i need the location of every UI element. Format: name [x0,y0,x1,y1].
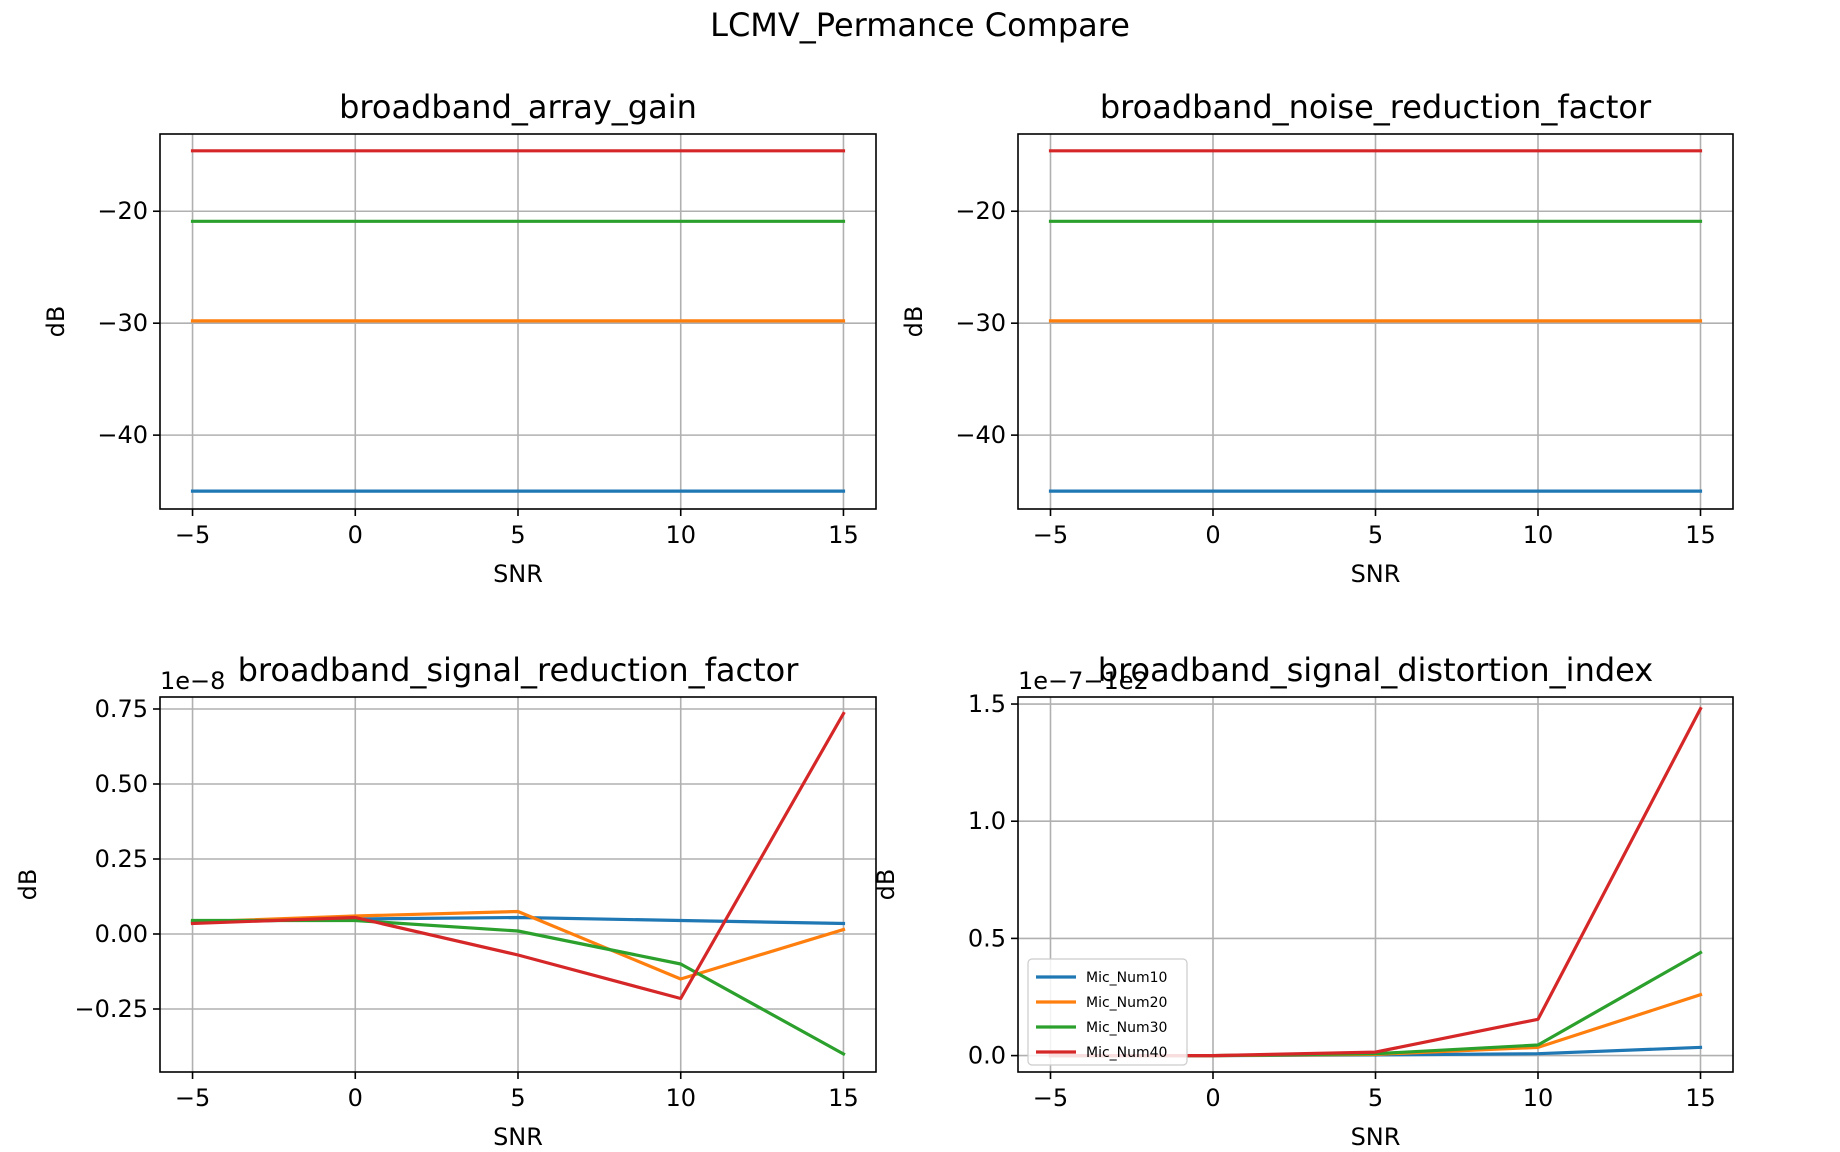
subplot-title: broadband_array_gain [339,88,697,126]
x-tick-label: 5 [1368,521,1383,549]
x-tick-label: 15 [828,1084,859,1112]
x-tick-label: 10 [1523,1084,1554,1112]
subplot-title: broadband_signal_distortion_index [1098,651,1653,689]
series-lines [1048,149,1703,493]
subplot-noise-reduction: −5 0 5 10 15 −40 −30 −20 SNR dB broadband_noise_re… [900,88,1734,588]
subplot-signal-reduction: −5 0 5 10 15 −0.25 0.00 0.25 0.50 0.75 SNR dB 1e−8 br… [14,651,877,1151]
y-axis-label: dB [900,306,928,338]
gridlines [160,697,876,1072]
x-tick-label: 15 [1685,521,1716,549]
y-tick-label: 0.25 [95,845,148,873]
axis-offset-text: 1e−7−1e2 [1018,667,1149,695]
y-tick-label: 0.50 [95,770,148,798]
x-tick-label: 0 [348,521,363,549]
legend-entry: Mic_Num20 [1086,995,1167,1011]
x-tick-label: 0 [348,1084,363,1112]
x-tick-label: 5 [510,521,525,549]
y-tick-label: −40 [97,421,148,449]
x-tick-label: 10 [665,521,696,549]
y-tick-label: −30 [955,309,1006,337]
x-tick-label: −5 [1033,521,1068,549]
y-tick-label: 0.75 [95,695,148,723]
x-axis-label: SNR [1351,560,1401,588]
y-tick-label: 1.0 [968,807,1006,835]
y-axis-label: dB [14,869,42,901]
series-line-mic-num40 [190,711,846,1001]
y-tick-label: −0.25 [74,995,148,1023]
series-lines [190,149,846,493]
x-tick-label: 15 [828,521,859,549]
x-tick-label: −5 [175,521,210,549]
legend-entry: Mic_Num10 [1086,970,1167,986]
x-axis-label: SNR [1351,1123,1401,1151]
x-tick-label: 15 [1685,1084,1716,1112]
y-tick-label: −20 [955,197,1006,225]
legend-entry: Mic_Num40 [1086,1045,1167,1061]
subplot-signal-distortion: −5 0 5 10 15 0.0 0.5 1.0 1.5 SNR dB 1e−7−1e2broadba… [872,651,1734,1151]
y-tick-label: 0.00 [95,920,148,948]
x-tick-label: −5 [1033,1084,1068,1112]
y-tick-label: 0.5 [968,924,1006,952]
y-axis-label: dB [42,306,70,338]
x-axis-label: SNR [493,560,543,588]
x-axis-label: SNR [493,1123,543,1151]
y-tick-label: −30 [97,309,148,337]
legend: Mic_Num10 Mic_Num20 Mic_Num30 Mic_Num40 [1027,958,1188,1066]
y-tick-label: −40 [955,421,1006,449]
subplot-title: broadband_noise_reduction_factor [1100,88,1652,126]
x-tick-label: −5 [175,1084,210,1112]
legend-box [1027,958,1188,1066]
subplot-array-gain: −5 0 5 10 15 −40 −30 −20 SNR dB broadband_array_ga… [42,88,877,588]
x-tick-label: 5 [510,1084,525,1112]
series-lines [190,711,846,1057]
axis-offset-text: 1e−8 [160,667,225,695]
subplots: −5 0 5 10 15 −40 −30 −20 SNR dB broadband_array_ga… [14,88,1734,1151]
x-tick-label: 0 [1205,521,1220,549]
y-tick-label: 0.0 [968,1042,1006,1070]
x-tick-label: 0 [1205,1084,1220,1112]
legend-entry: Mic_Num30 [1086,1020,1167,1036]
y-tick-label: 1.5 [968,690,1006,718]
figure-suptitle: LCMV_Permance Compare [710,6,1130,44]
x-tick-label: 10 [665,1084,696,1112]
x-tick-label: 10 [1523,521,1554,549]
y-axis-label: dB [872,869,900,901]
x-tick-label: 5 [1368,1084,1383,1112]
y-tick-label: −20 [97,197,148,225]
subplot-title: broadband_signal_reduction_factor [238,651,800,689]
